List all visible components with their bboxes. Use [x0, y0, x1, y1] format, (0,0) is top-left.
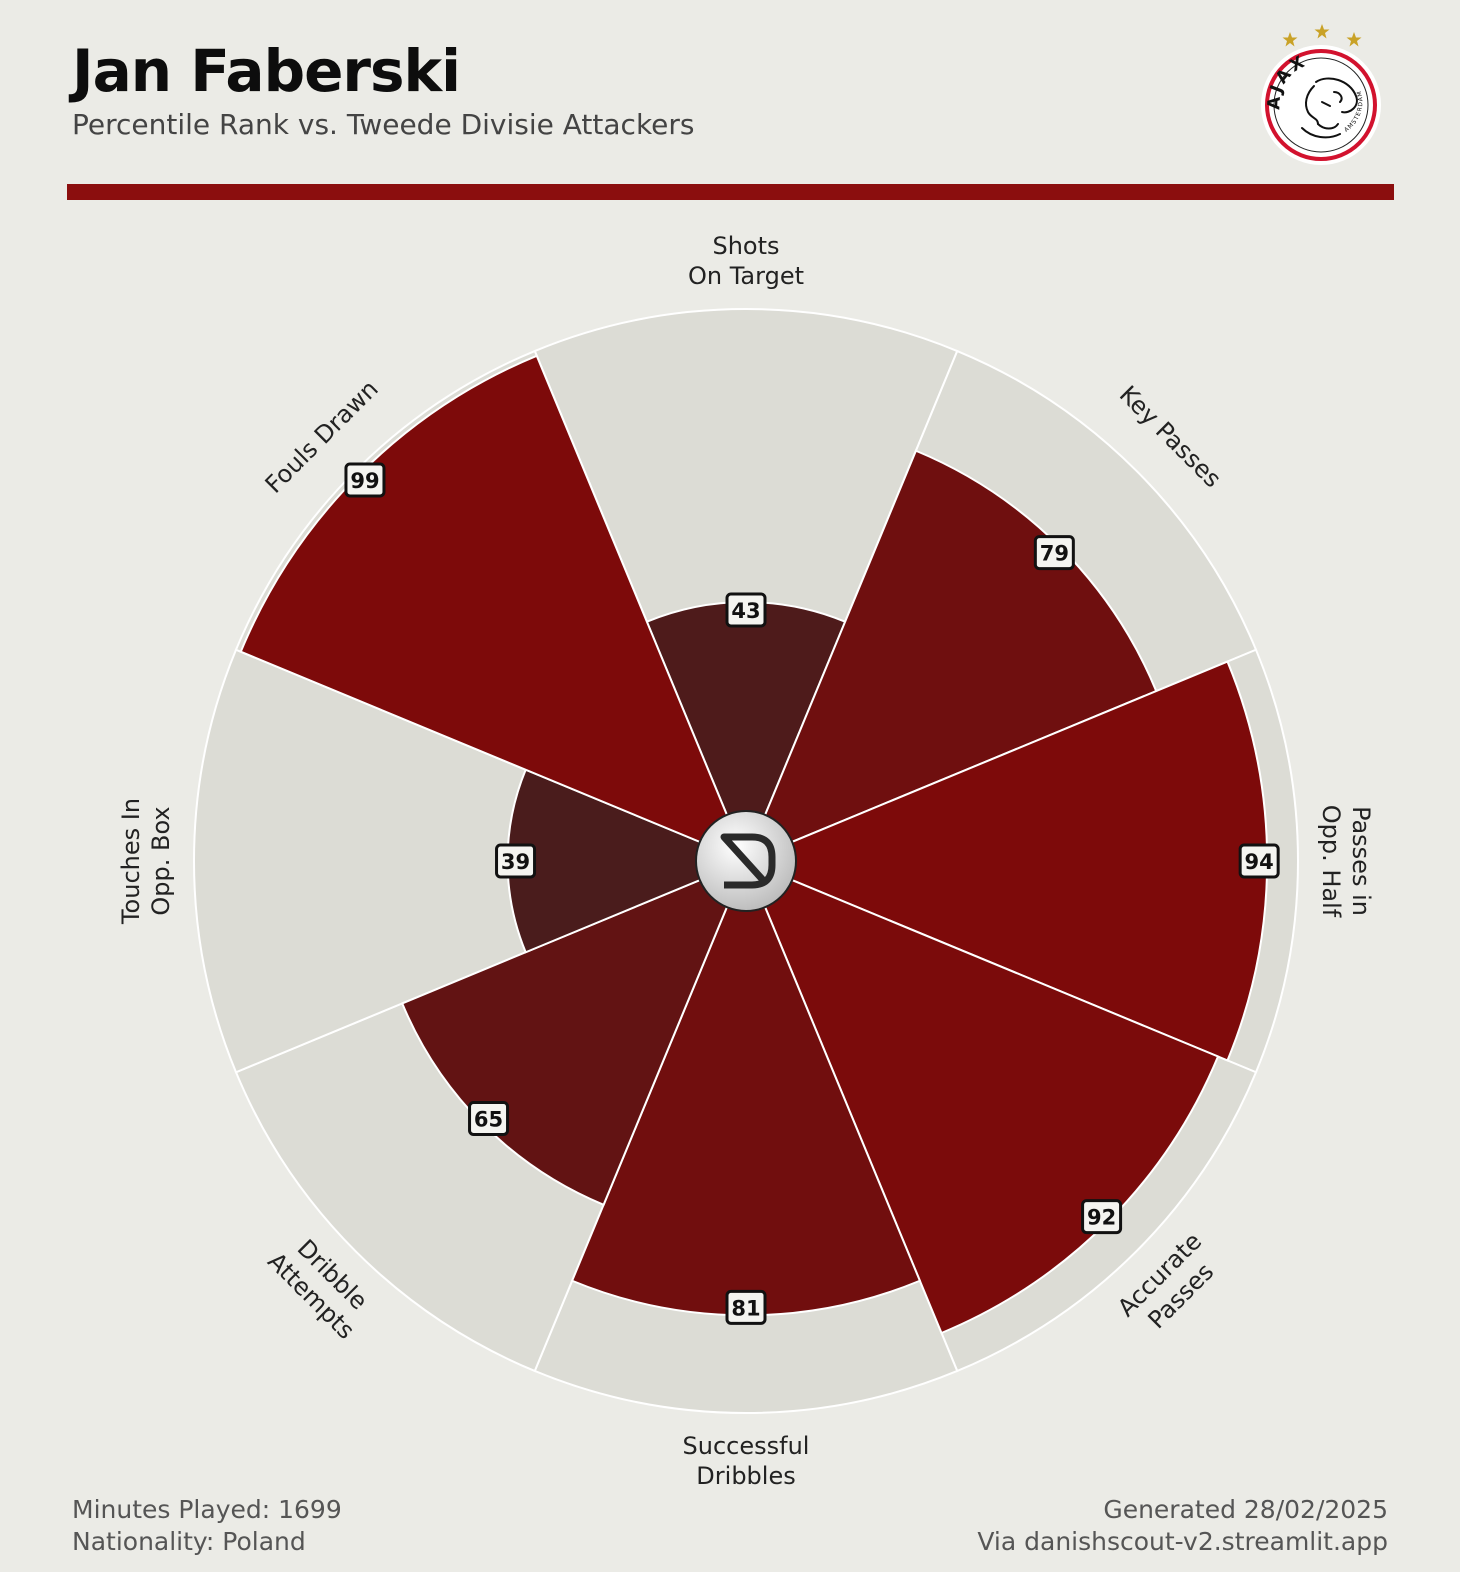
max-wedge [193, 648, 749, 1074]
source-credit: Via danishscout-v2.streamlit.app [977, 1527, 1388, 1556]
svg-text:94: 94 [1245, 850, 1274, 874]
svg-text:65: 65 [474, 1107, 503, 1131]
header: Jan Faberski Percentile Rank vs. Tweede … [72, 36, 694, 142]
page-subtitle: Percentile Rank vs. Tweede Divisie Attac… [72, 108, 695, 141]
footer-right: Generated 28/02/2025 Via danishscout-v2.… [977, 1494, 1388, 1558]
value-label: 92 [1081, 1199, 1123, 1235]
star-icon [1282, 24, 1362, 47]
category-label: Successful Dribbles [683, 1432, 810, 1490]
value-label: 94 [1238, 843, 1280, 879]
value-label: 79 [1033, 535, 1075, 571]
svg-text:39: 39 [501, 850, 530, 874]
value-label: 39 [495, 843, 537, 879]
value-label: 65 [468, 1100, 510, 1136]
header-divider [67, 184, 1394, 200]
category-label: Touches InOpp. Box [117, 798, 175, 925]
minutes-played: Minutes Played: 1699 [72, 1495, 342, 1524]
svg-text:92: 92 [1087, 1206, 1116, 1230]
club-logo-icon: AJAX AMSTERDAM [1258, 22, 1388, 170]
max-wedge [533, 308, 959, 864]
nationality: Nationality: Poland [72, 1527, 306, 1556]
svg-text:79: 79 [1040, 542, 1069, 566]
page-title: Jan Faberski [72, 37, 461, 105]
generated-date: Generated 28/02/2025 [1103, 1495, 1388, 1524]
danishscout-logo-icon [695, 810, 797, 912]
value-labels: 43 79 94 92 81 65 39 99 [344, 462, 1280, 1325]
svg-text:99: 99 [350, 469, 379, 493]
svg-text:43: 43 [731, 599, 760, 623]
category-label: Passes inOpp. Half [1317, 805, 1375, 918]
footer-left: Minutes Played: 1699 Nationality: Poland [72, 1494, 342, 1558]
value-label: 81 [725, 1289, 767, 1325]
svg-text:81: 81 [731, 1296, 760, 1320]
value-label: 99 [344, 462, 386, 498]
value-label: 43 [725, 592, 767, 628]
category-label: Shots On Target [688, 232, 804, 290]
